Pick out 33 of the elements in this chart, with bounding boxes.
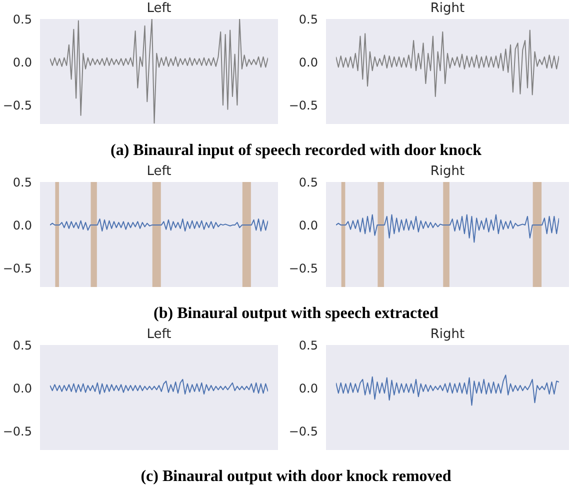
y-tick-label: −0.5 [288,261,318,276]
line-series [336,374,559,406]
chart-title: Right [429,326,466,344]
y-tick-label: 0.0 [12,218,32,232]
y-tick-label: −0.5 [2,261,32,276]
y-tick-label: 0.0 [298,381,318,396]
chart-title: Left [146,326,172,344]
y-tick-label: −0.5 [288,98,318,112]
y-tick-label: −0.5 [288,424,318,438]
chart-title: Left [146,0,172,18]
y-tick-label: 0.0 [12,381,32,396]
y-tick-label: 0.5 [298,338,318,352]
chart-title: Left [146,163,172,181]
chart-title: Right [429,163,466,181]
y-tick-label: 0.5 [12,12,32,26]
text: (b) Binaural output with speech extracted [152,305,440,323]
line-series [50,378,268,395]
y-tick-label: −0.5 [2,98,32,112]
y-tick-label: 0.5 [298,175,318,190]
y-tick-label: −0.5 [2,424,32,438]
line-series [50,19,268,124]
line-series [336,30,559,97]
y-tick-label: 0.5 [298,12,318,26]
text: (a) Binaural input of speech recorded with door knock [110,142,482,160]
y-tick-label: 0.0 [298,55,318,70]
chart-title: Right [429,0,466,18]
line-series [336,214,559,243]
text: (c) Binaural output with door knock removed [140,468,452,486]
y-tick-label: 0.0 [298,218,318,232]
y-tick-label: 0.5 [12,175,32,190]
y-tick-label: 0.0 [12,55,32,70]
y-tick-label: 0.5 [12,338,32,352]
line-series [50,218,268,232]
